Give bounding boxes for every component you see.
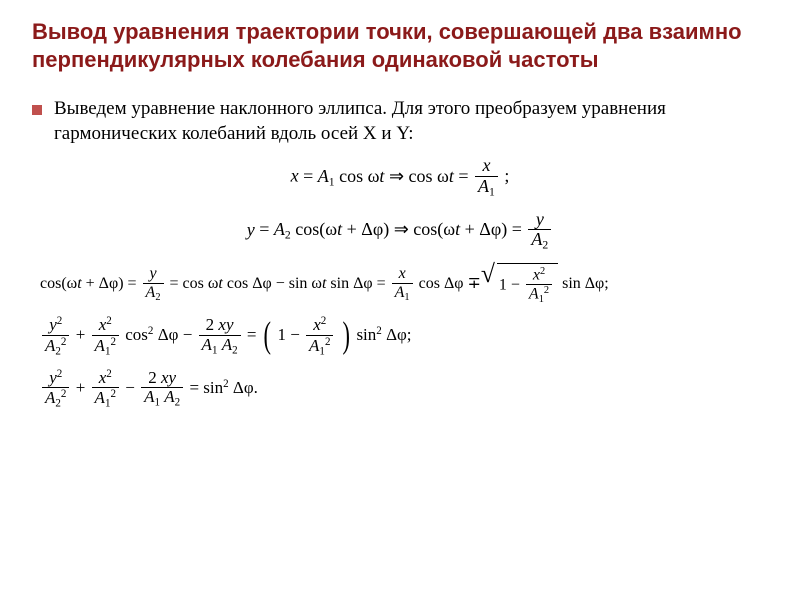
eq4-eq: = [247, 325, 261, 344]
frac-2xy-b: 2 xy A1 A2 [141, 369, 183, 409]
sym-x: x [291, 166, 299, 186]
eq3-c: cos Δφ ∓ [419, 275, 485, 292]
eq5-rhs: = sin2 Δφ. [189, 378, 257, 397]
frac-y-a2-b: y A2 [143, 265, 164, 303]
minus2: − [125, 378, 139, 397]
semi: ; [504, 166, 509, 186]
bullet-paragraph: Выведем уравнение наклонного эллипса. Дл… [32, 97, 768, 146]
frac-x2-a12-c: x2 A12 [92, 368, 119, 410]
equation-4: y2 A22 + x2 A12 cos2 Δφ − 2 xy A1 A2 = (… [32, 315, 768, 357]
frac-y2-a22: y2 A22 [42, 315, 69, 357]
bullet-icon [32, 105, 42, 115]
body-text: Выведем уравнение наклонного эллипса. Дл… [54, 97, 768, 146]
frac-x2-a12-b: x2 A12 [306, 315, 333, 357]
slide-title: Вывод уравнения траектории точки, соверш… [32, 18, 768, 73]
plus1: + [76, 325, 90, 344]
frac-x-a1: x A1 [475, 156, 498, 199]
txt: = A1 cos ωt ⇒ cos ωt = [303, 166, 473, 186]
frac-y2-a22-b: y2 A22 [42, 368, 69, 410]
frac-x-a1-b: x A1 [392, 265, 413, 303]
eq3-d: sin Δφ; [562, 275, 609, 292]
equation-3: cos(ωt + Δφ) = y A2 = cos ωt cos Δφ − si… [32, 263, 768, 306]
plus2: + [76, 378, 90, 397]
body-text-span: Выведем уравнение наклонного эллипса. Дл… [54, 98, 666, 144]
eq3-b: = cos ωt cos Δφ − sin ωt sin Δφ = [170, 275, 390, 292]
eq3-a: cos(ωt + Δφ) = [40, 275, 141, 292]
equation-1: x = A1 cos ωt ⇒ cos ωt = x A1 ; [32, 156, 768, 199]
sqrt-term: 1 − x2 A12 [485, 263, 558, 306]
frac-2xy: 2 xy A1 A2 [199, 316, 241, 356]
equation-2: y = A2 cos(ωt + Δφ) ⇒ cos(ωt + Δφ) = y A… [32, 210, 768, 253]
eq4-end: sin2 Δφ; [356, 325, 411, 344]
slide-container: Вывод уравнения траектории точки, соверш… [0, 0, 800, 600]
txt: = A2 cos(ωt + Δφ) ⇒ cos(ωt + Δφ) = [259, 219, 526, 239]
frac-y-a2: y A2 [528, 210, 551, 253]
cos2: cos2 Δφ − [125, 325, 196, 344]
eq4-mid: 1 − [277, 325, 304, 344]
sym-y: y [247, 219, 255, 239]
frac-x2-a12: x2 A12 [92, 315, 119, 357]
equation-5: y2 A22 + x2 A12 − 2 xy A1 A2 = sin2 Δφ. [32, 368, 768, 410]
